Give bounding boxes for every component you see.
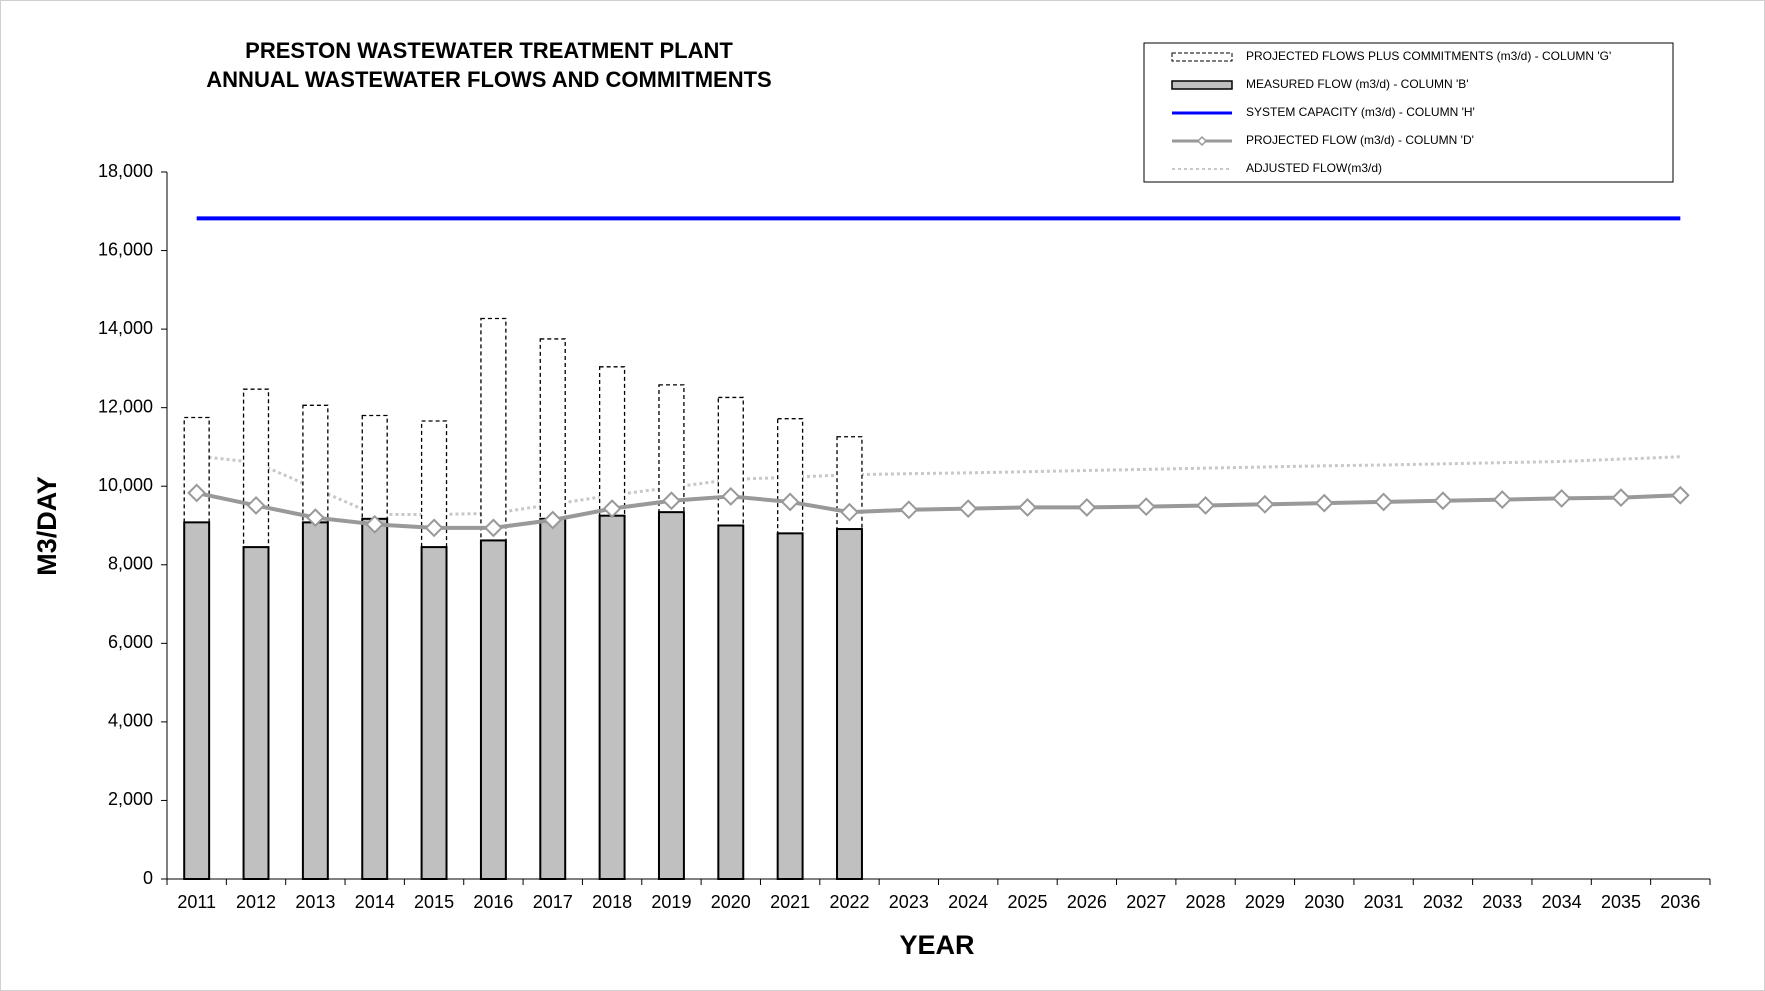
- marker: [602, 499, 622, 519]
- y-tick-label: 2,000: [108, 789, 153, 809]
- marker: [721, 487, 741, 506]
- legend-label: ADJUSTED FLOW(m3/d): [1246, 161, 1382, 175]
- x-tick-label: 2032: [1423, 892, 1463, 912]
- x-tick-label: 2020: [711, 892, 751, 912]
- y-tick-label: 6,000: [108, 632, 153, 652]
- marker: [899, 500, 919, 520]
- x-tick-label: 2018: [592, 892, 632, 912]
- marker: [780, 492, 800, 512]
- chart-title: PRESTON WASTEWATER TREATMENT PLANT: [245, 38, 733, 63]
- legend-label: PROJECTED FLOWS PLUS COMMITMENTS (m3/d) …: [1246, 49, 1611, 63]
- x-tick-label: 2027: [1126, 892, 1166, 912]
- legend-swatch: [1171, 52, 1233, 62]
- marker: [1136, 497, 1156, 517]
- marker: [840, 502, 859, 522]
- x-tick-label: 2031: [1364, 892, 1404, 912]
- marker: [1077, 498, 1097, 517]
- marker: [1196, 496, 1215, 515]
- x-tick-label: 2023: [889, 892, 929, 912]
- x-tick-label: 2029: [1245, 892, 1285, 912]
- marker: [483, 518, 503, 538]
- y-tick-label: 16,000: [98, 239, 153, 259]
- bar: [539, 517, 567, 880]
- x-tick-label: 2014: [355, 892, 395, 912]
- marker: [958, 499, 978, 519]
- y-tick-label: 10,000: [98, 475, 153, 495]
- marker: [1670, 485, 1690, 505]
- legend-box: [1143, 42, 1674, 183]
- y-tick-label: 8,000: [108, 554, 153, 574]
- marker: [424, 518, 444, 538]
- bar: [420, 546, 448, 880]
- bar: [717, 524, 745, 880]
- marker: [1492, 490, 1512, 509]
- x-tick-label: 2030: [1304, 892, 1344, 912]
- x-tick-label: 2015: [414, 892, 454, 912]
- y-tick-label: 14,000: [98, 318, 153, 338]
- marker: [246, 496, 266, 515]
- chart-title: ANNUAL WASTEWATER FLOWS AND COMMITMENTS: [206, 67, 771, 92]
- marker: [1611, 488, 1631, 508]
- x-tick-label: 2033: [1482, 892, 1522, 912]
- bar: [836, 528, 863, 880]
- legend-label: PROJECTED FLOW (m3/d) - COLUMN 'D': [1246, 133, 1474, 147]
- bar: [183, 521, 211, 880]
- legend-marker: [1196, 135, 1208, 147]
- marker: [1552, 488, 1572, 508]
- x-tick-label: 2026: [1067, 892, 1107, 912]
- x-tick-label: 2021: [770, 892, 810, 912]
- x-tick-label: 2034: [1542, 892, 1582, 912]
- bar: [479, 539, 507, 880]
- x-tick-label: 2013: [295, 892, 335, 912]
- marker: [305, 508, 325, 528]
- bar: [242, 546, 270, 880]
- marker: [187, 483, 207, 503]
- y-tick-label: 18,000: [98, 161, 153, 181]
- x-tick-label: 2024: [948, 892, 988, 912]
- marker: [1314, 493, 1334, 513]
- bar: [776, 532, 804, 880]
- x-tick-label: 2012: [236, 892, 276, 912]
- legend-label: SYSTEM CAPACITY (m3/d) - COLUMN 'H': [1246, 105, 1475, 119]
- x-tick-label: 2019: [651, 892, 691, 912]
- marker: [1255, 494, 1275, 514]
- marker: [365, 514, 385, 534]
- x-tick-label: 2025: [1007, 892, 1047, 912]
- y-tick-label: 12,000: [98, 396, 153, 416]
- y-tick-label: 4,000: [108, 711, 153, 731]
- marker: [662, 491, 681, 511]
- x-tick-label: 2016: [473, 892, 513, 912]
- marker: [543, 510, 563, 530]
- x-tick-label: 2035: [1601, 892, 1641, 912]
- marker: [1018, 498, 1037, 517]
- x-tick-label: 2011: [177, 892, 216, 912]
- bar: [361, 517, 389, 880]
- legend-swatch: [1171, 80, 1233, 90]
- x-tick-label: 2017: [533, 892, 573, 912]
- x-tick-label: 2028: [1186, 892, 1226, 912]
- bar: [301, 521, 329, 880]
- bar: [657, 511, 685, 880]
- x-tick-label: 2022: [829, 892, 869, 912]
- line: [196, 490, 1681, 530]
- bar: [598, 514, 626, 880]
- x-axis-title: YEAR: [899, 930, 974, 960]
- legend-label: MEASURED FLOW (m3/d) - COLUMN 'B': [1246, 77, 1469, 91]
- marker: [1433, 491, 1453, 511]
- marker: [1374, 492, 1394, 512]
- x-tick-label: 2036: [1660, 892, 1700, 912]
- y-tick-label: 0: [143, 868, 153, 888]
- y-axis-title: M3/DAY: [32, 476, 62, 576]
